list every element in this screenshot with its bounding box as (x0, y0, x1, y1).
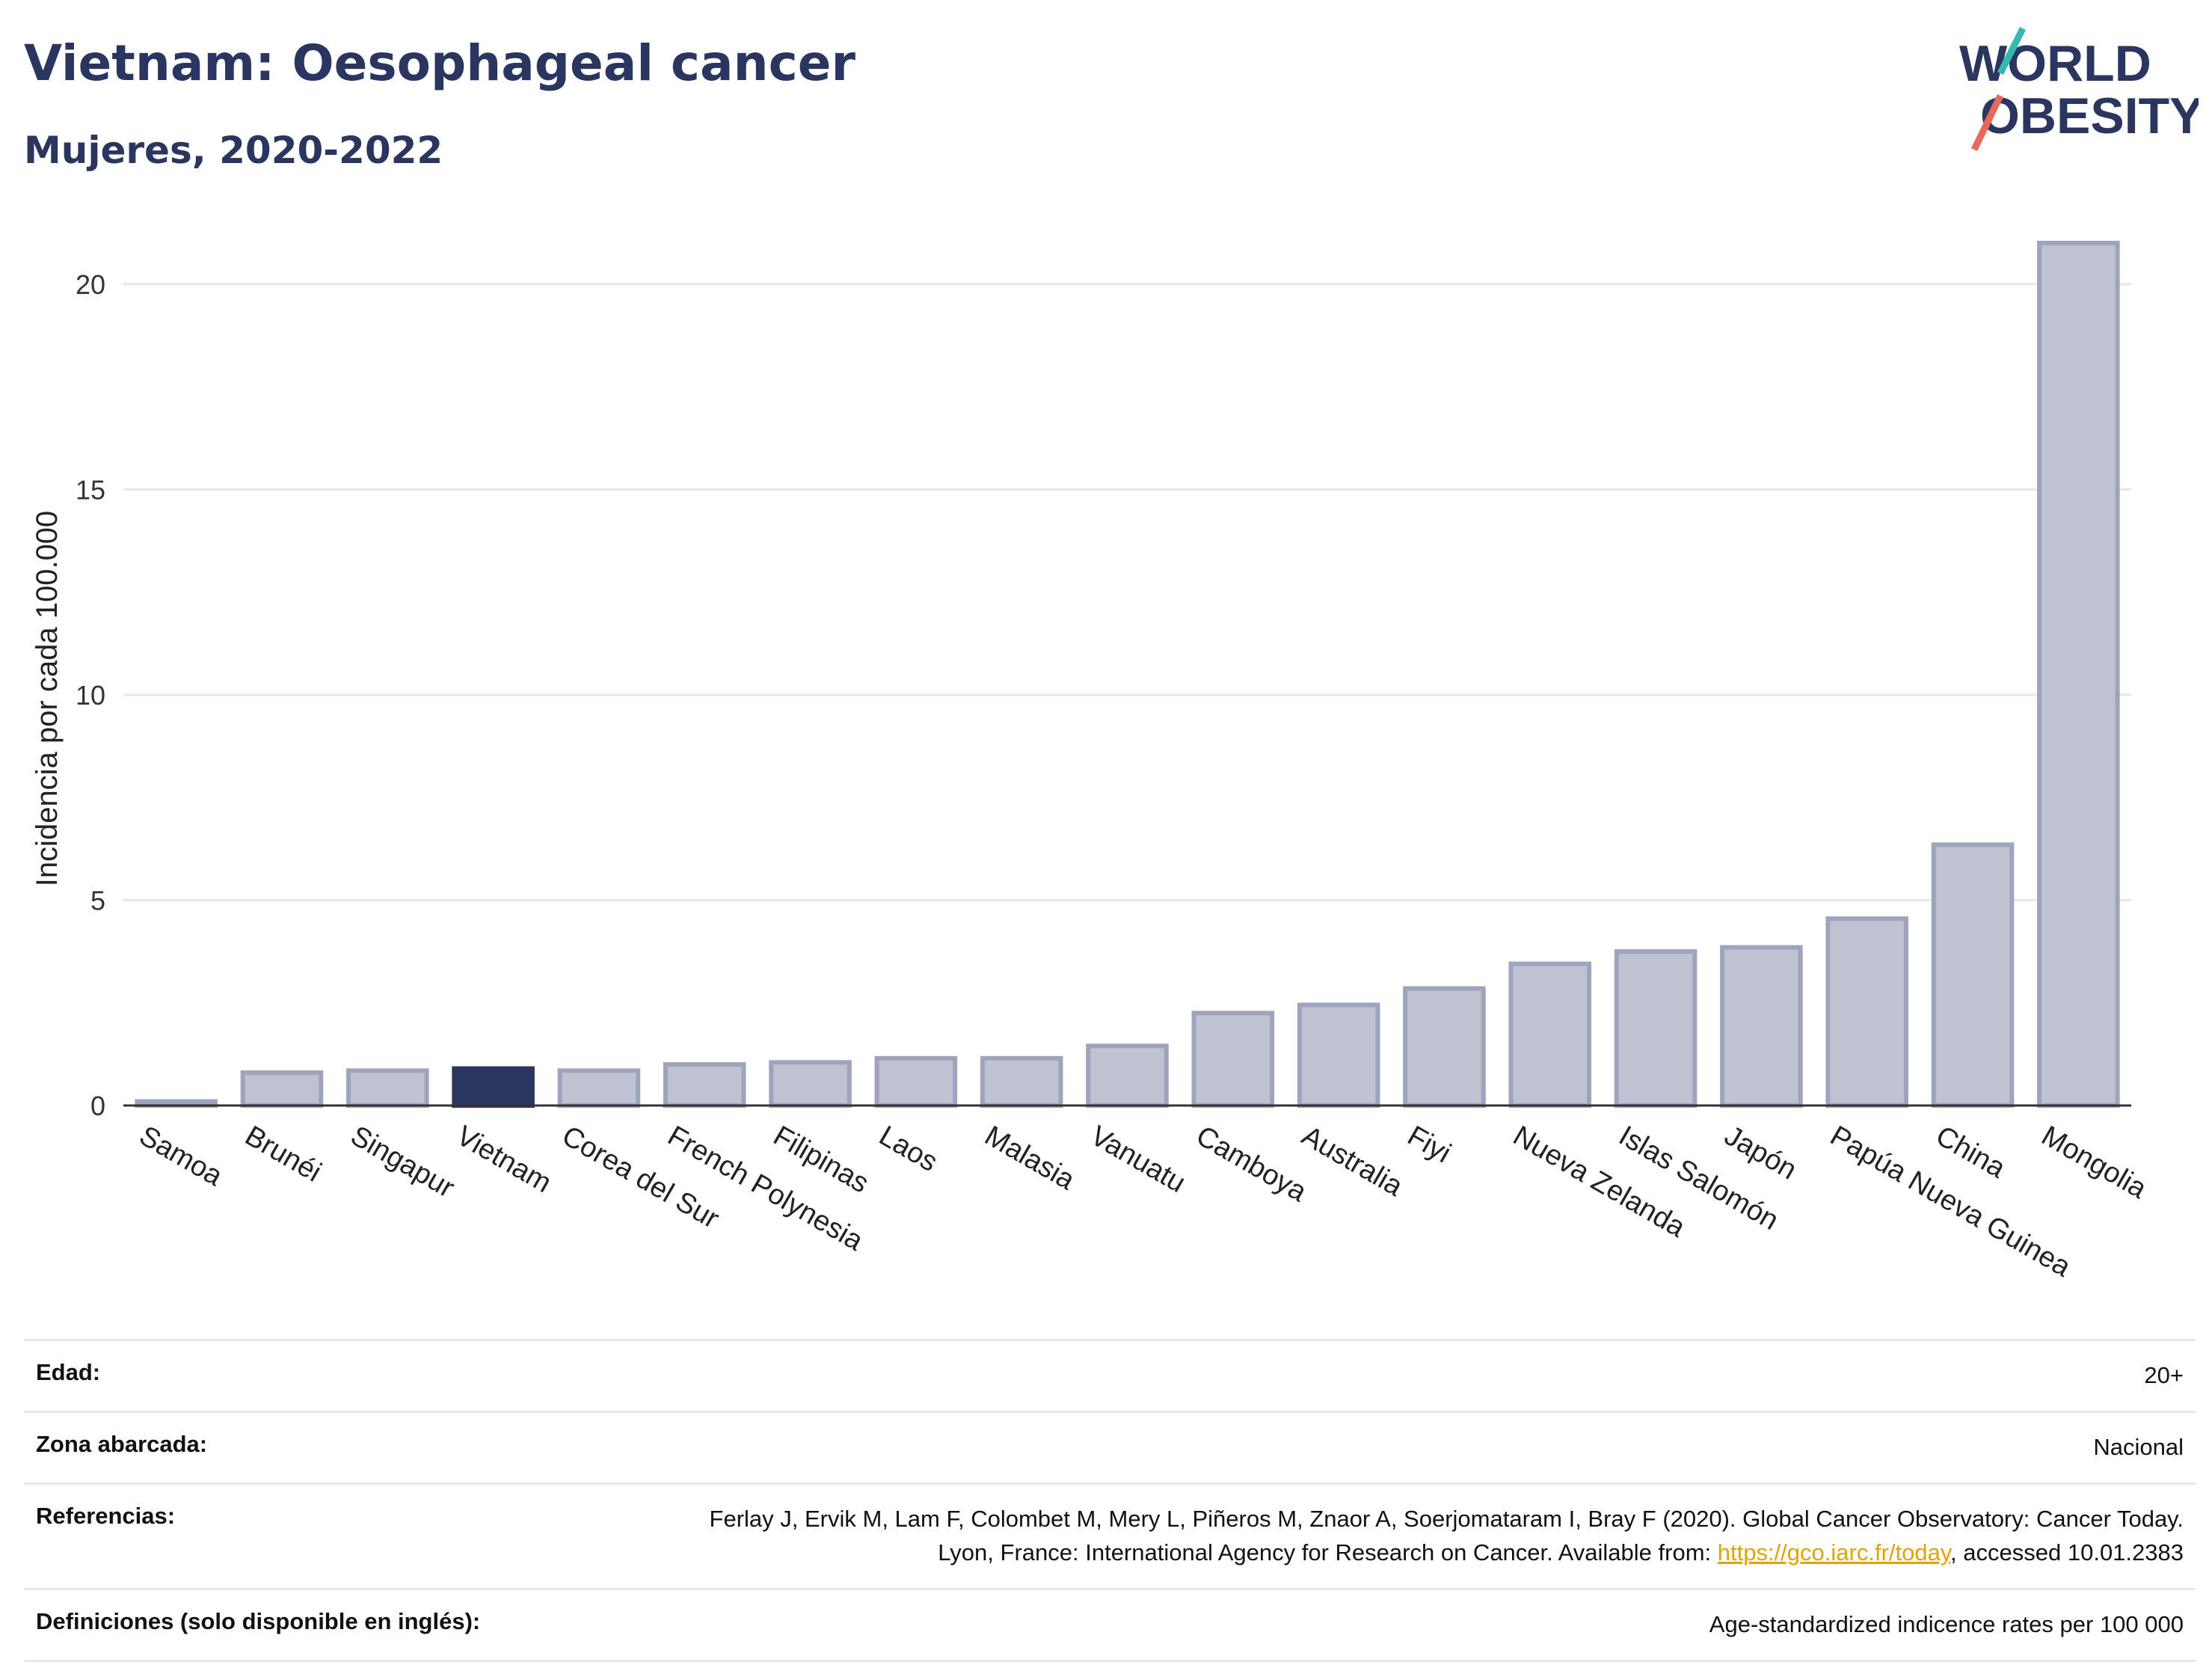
x-tick-label: Mongolia (2036, 1120, 2152, 1205)
x-tick-label: Malasia (980, 1120, 1081, 1196)
x-tick-label: Camboya (1191, 1120, 1312, 1208)
bar (1508, 961, 1592, 1108)
y-tick-label: 5 (90, 885, 105, 916)
x-tick-label: Japón (1719, 1120, 1802, 1186)
bar (1403, 986, 1486, 1108)
bar (1720, 945, 1803, 1108)
meta-row-references: Referencias: Ferlay J, Ervik M, Lam F, C… (24, 1482, 2196, 1588)
page-subtitle: Mujeres, 2020-2022 (24, 129, 443, 172)
bar (2037, 240, 2120, 1108)
bar (1614, 949, 1698, 1108)
bar-chart: 0 5 10 15 20 Incidencia por cada 100.000 Samoa… (31, 240, 2152, 1284)
reference-accessed: , accessed 10.01.2383 (1950, 1539, 2184, 1566)
bar (346, 1068, 429, 1108)
meta-label-definitions: Definiciones (solo disponible en inglés)… (36, 1607, 481, 1634)
meta-value-area: Nacional (2093, 1433, 2184, 1460)
page-title: Vietnam: Oesophageal cancer (24, 34, 856, 92)
bar (663, 1062, 746, 1108)
y-tick-label: 10 (76, 680, 105, 711)
bar (1297, 1002, 1380, 1108)
logo-slash-teal (1997, 26, 2027, 76)
x-tick-label: Brunéi (239, 1120, 326, 1188)
x-tick-label: Australia (1297, 1120, 1409, 1203)
bar (874, 1055, 958, 1108)
meta-label-references: Referencias: (36, 1502, 176, 1529)
meta-value-definitions: Age-standardized indicence rates per 100… (1709, 1610, 2184, 1637)
bar (557, 1068, 641, 1108)
x-tick-label: China (1931, 1120, 2012, 1184)
logo-slash-coral (1970, 94, 2004, 151)
x-tick-label: Fiyi (1402, 1120, 1456, 1169)
x-tick-label: Vietnam (451, 1120, 556, 1199)
x-tick-label: Samoa (134, 1120, 228, 1192)
logo-text-obesity: OBESITY (1980, 88, 2199, 144)
bar (1931, 842, 2015, 1108)
metadata-table: Edad: 20+ Zona abarcada: Nacional Refere… (24, 1339, 2196, 1662)
reference-link[interactable]: https://gco.iarc.fr/today (1717, 1539, 1951, 1566)
logo-text-world: WORLD (1959, 35, 2151, 92)
bar (1086, 1043, 1169, 1108)
y-tick-label: 20 (76, 269, 105, 300)
bar (980, 1055, 1063, 1108)
meta-row-area: Zona abarcada: Nacional (24, 1410, 2196, 1482)
x-tick-label: Singapur (345, 1120, 460, 1204)
bar (1825, 916, 1908, 1108)
meta-row-age: Edad: 20+ (24, 1339, 2196, 1411)
meta-value-age: 20+ (2144, 1362, 2184, 1388)
meta-label-area: Zona abarcada: (36, 1430, 208, 1457)
meta-label-age: Edad: (36, 1359, 101, 1385)
bar (769, 1060, 852, 1108)
reference-text: Ferlay J, Ervik M, Lam F, Colombet M, Me… (709, 1505, 2184, 1566)
meta-value-references: Ferlay J, Ervik M, Lam F, Colombet M, Me… (651, 1503, 2184, 1570)
meta-row-definitions: Definiciones (solo disponible en inglés)… (24, 1587, 2196, 1662)
y-tick-label: 15 (76, 474, 105, 505)
world-obesity-logo: WORLD OBESITY (1959, 26, 2199, 151)
bar (1191, 1011, 1275, 1108)
x-tick-label: Vanuatu (1085, 1120, 1191, 1199)
bar (452, 1066, 535, 1108)
x-tick-label: Nueva Zelanda (1508, 1120, 1691, 1244)
y-tick-label: 0 (90, 1091, 105, 1121)
x-tick-label: French Polynesia (663, 1120, 869, 1257)
y-axis-title: Incidencia por cada 100.000 (31, 511, 64, 887)
x-tick-label: Laos (873, 1120, 942, 1178)
bar (240, 1070, 324, 1108)
